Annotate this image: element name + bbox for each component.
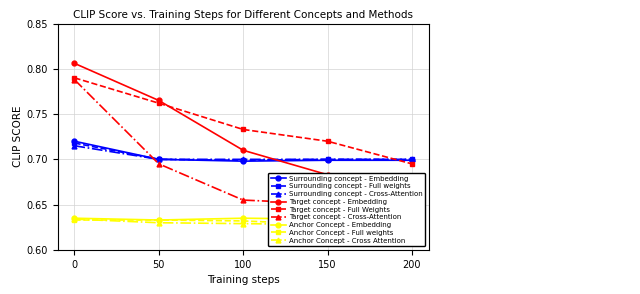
Surrounding concept - Cross-Attention: [324, 158, 332, 161]
Anchor Concept - Embedding: [239, 216, 247, 220]
Anchor Concept - Embedding: [155, 218, 163, 222]
Target concept - Cross-Attention: [408, 198, 416, 202]
Surrounding concept - Embedding: [155, 158, 163, 161]
Anchor Concept - Cross Attention: [70, 217, 78, 221]
Anchor Concept - Cross Attention: [239, 222, 247, 225]
Title: CLIP Score vs. Training Steps for Different Concepts and Methods: CLIP Score vs. Training Steps for Differ…: [73, 10, 413, 20]
Line: Surrounding concept - Embedding: Surrounding concept - Embedding: [72, 139, 414, 163]
Target concept - Embedding: [239, 148, 247, 152]
Line: Target concept - Cross-Attention: Target concept - Cross-Attention: [72, 77, 414, 206]
Target concept - Embedding: [155, 99, 163, 102]
Surrounding concept - Cross-Attention: [155, 158, 163, 161]
Anchor Concept - Full weights: [239, 219, 247, 223]
Target concept - Cross-Attention: [324, 202, 332, 206]
Anchor Concept - Cross Attention: [408, 223, 416, 226]
Legend: Surrounding concept - Embedding, Surrounding concept - Full weights, Surrounding: Surrounding concept - Embedding, Surroun…: [268, 173, 426, 246]
Target concept - Embedding: [408, 188, 416, 191]
Surrounding concept - Cross-Attention: [70, 144, 78, 148]
Line: Anchor Concept - Cross Attention: Anchor Concept - Cross Attention: [72, 217, 414, 227]
Target concept - Cross-Attention: [70, 78, 78, 81]
Target concept - Full Weights: [324, 139, 332, 143]
Anchor Concept - Full weights: [408, 223, 416, 226]
Surrounding concept - Full weights: [155, 158, 163, 161]
Anchor Concept - Embedding: [408, 217, 416, 221]
Surrounding concept - Embedding: [324, 158, 332, 162]
Line: Surrounding concept - Full weights: Surrounding concept - Full weights: [72, 141, 414, 163]
Anchor Concept - Full weights: [155, 218, 163, 222]
Anchor Concept - Full weights: [324, 223, 332, 226]
X-axis label: Training steps: Training steps: [207, 275, 280, 285]
Anchor Concept - Embedding: [324, 217, 332, 221]
Target concept - Cross-Attention: [239, 198, 247, 202]
Line: Target concept - Embedding: Target concept - Embedding: [72, 61, 414, 192]
Surrounding concept - Full weights: [408, 158, 416, 161]
Target concept - Full Weights: [70, 76, 78, 80]
Y-axis label: CLIP SCORE: CLIP SCORE: [13, 106, 24, 168]
Line: Anchor Concept - Full weights: Anchor Concept - Full weights: [72, 218, 414, 227]
Target concept - Full Weights: [155, 101, 163, 105]
Target concept - Full Weights: [239, 128, 247, 131]
Target concept - Embedding: [324, 173, 332, 176]
Anchor Concept - Embedding: [70, 216, 78, 220]
Anchor Concept - Cross Attention: [155, 221, 163, 225]
Surrounding concept - Full weights: [70, 141, 78, 145]
Surrounding concept - Cross-Attention: [408, 158, 416, 161]
Surrounding concept - Cross-Attention: [239, 158, 247, 161]
Target concept - Embedding: [70, 62, 78, 65]
Target concept - Cross-Attention: [155, 162, 163, 166]
Surrounding concept - Embedding: [408, 158, 416, 162]
Surrounding concept - Embedding: [239, 159, 247, 163]
Surrounding concept - Embedding: [70, 139, 78, 143]
Target concept - Full Weights: [408, 162, 416, 166]
Line: Anchor Concept - Embedding: Anchor Concept - Embedding: [72, 216, 414, 223]
Line: Target concept - Full Weights: Target concept - Full Weights: [72, 76, 414, 166]
Line: Surrounding concept - Cross-Attention: Surrounding concept - Cross-Attention: [72, 143, 414, 162]
Surrounding concept - Full weights: [239, 158, 247, 162]
Surrounding concept - Full weights: [324, 158, 332, 161]
Anchor Concept - Full weights: [70, 218, 78, 222]
Anchor Concept - Cross Attention: [324, 223, 332, 226]
